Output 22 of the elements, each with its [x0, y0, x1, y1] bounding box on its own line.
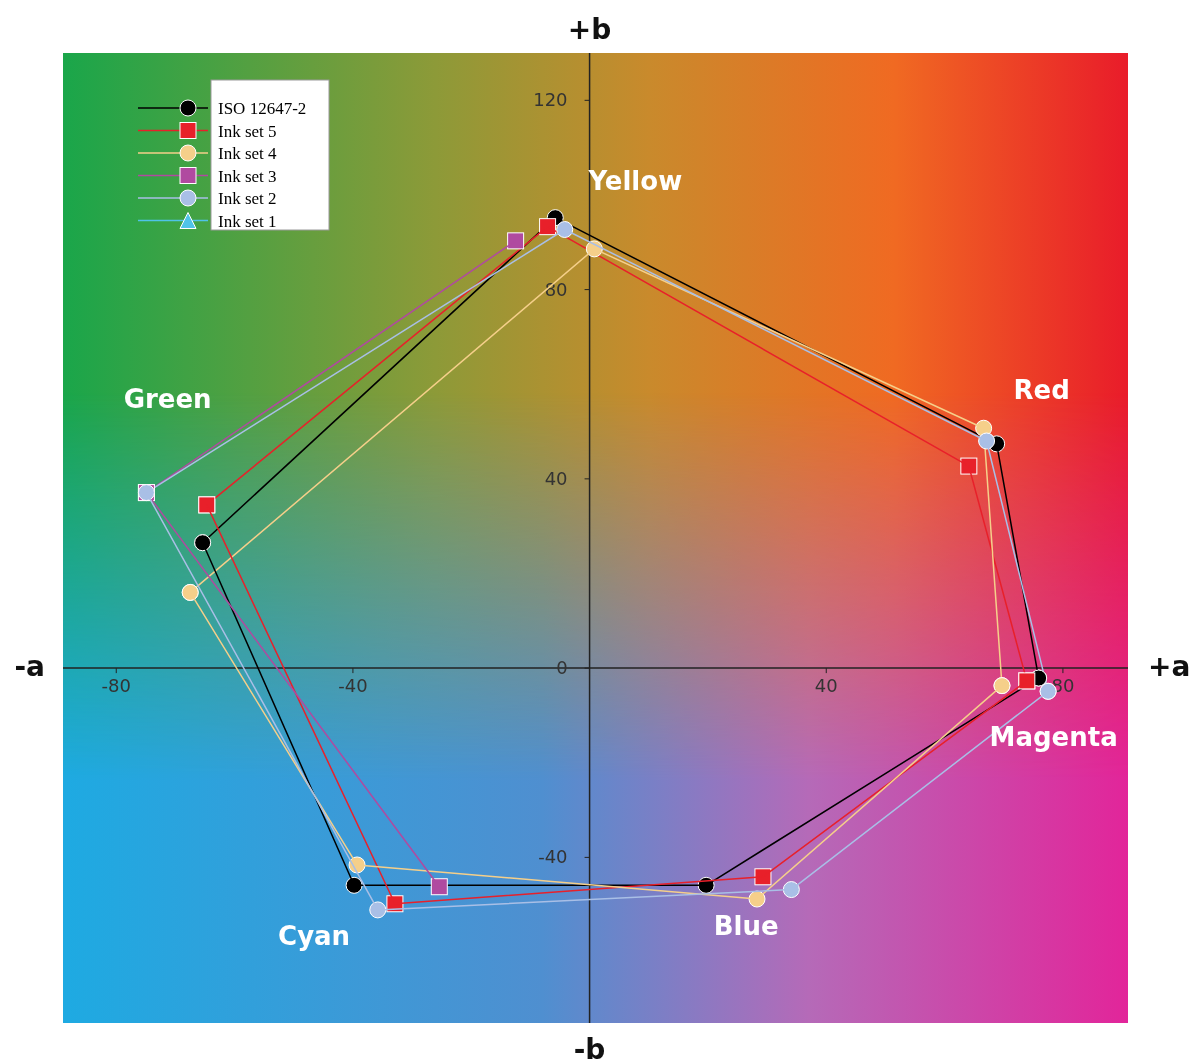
text: +a [1148, 650, 1190, 684]
annotation: Magenta [989, 722, 1118, 753]
text: +b [567, 13, 612, 46]
y-tick-label: 120 [533, 89, 568, 111]
legend-label: Ink set 3 [218, 166, 277, 186]
legend-label: ISO 12647-2 [218, 99, 307, 118]
text: -b [573, 1033, 606, 1062]
x-tick-label: -40 [338, 675, 368, 697]
annotation: Green [123, 383, 212, 414]
legend-label: Ink set 2 [218, 189, 277, 208]
y-tick-label: 80 [544, 278, 568, 300]
x-tick-label: -80 [101, 675, 131, 697]
text: -a [14, 650, 45, 684]
legend-label: Ink set 4 [218, 144, 278, 163]
x-tick-label: 40 [814, 675, 838, 697]
annotation: Cyan [278, 921, 351, 952]
annotation: Red [1013, 374, 1070, 405]
legend-label: Ink set 5 [218, 121, 277, 141]
annotation: Blue [713, 911, 779, 942]
y-tick-label: -40 [538, 846, 568, 868]
y-tick-label: 40 [544, 467, 568, 489]
legend-label: Ink set 1 [218, 211, 277, 231]
